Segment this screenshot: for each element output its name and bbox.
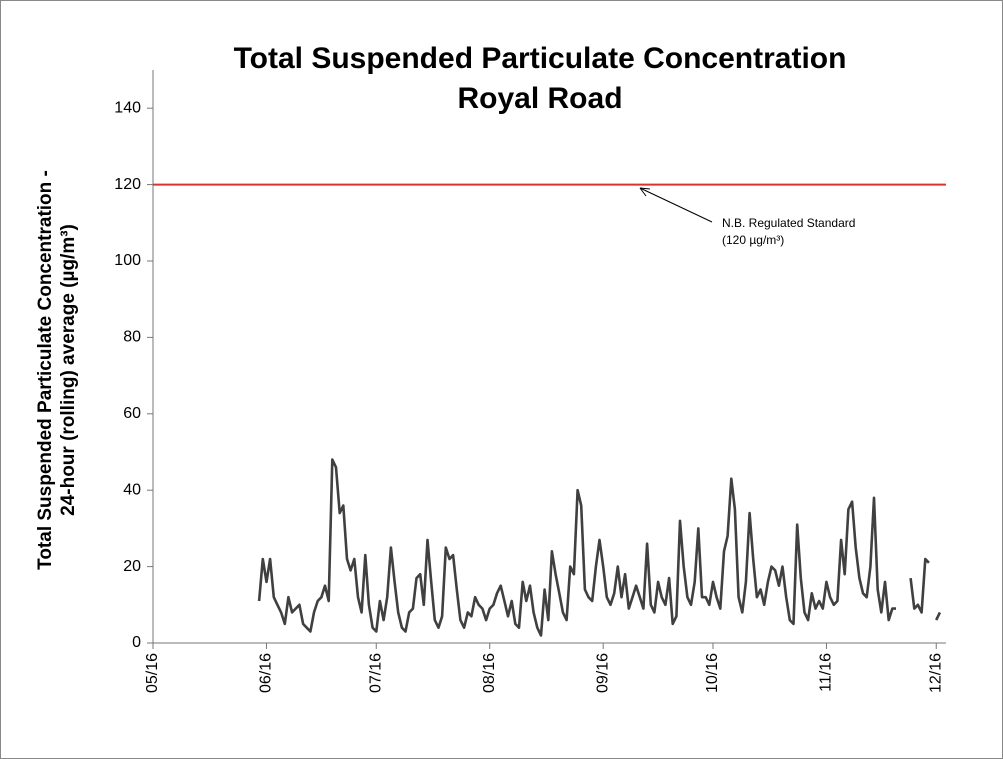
y-tick-label: 120 — [114, 176, 141, 193]
y-tick-label: 0 — [132, 634, 141, 651]
arrow-head — [639, 187, 651, 197]
y-tick-label: 20 — [123, 558, 141, 575]
chart-title: Royal Road — [457, 82, 622, 115]
y-tick-label: 40 — [123, 481, 141, 498]
y-tick-label: 100 — [114, 252, 141, 269]
y-axis-label: 24-hour (rolling) average (µg/m³) — [58, 224, 79, 516]
y-tick-label: 140 — [114, 99, 141, 116]
x-tick-label: 08/16 — [481, 653, 498, 693]
x-tick-label: 05/16 — [144, 653, 161, 693]
x-tick-label: 11/16 — [818, 653, 835, 692]
y-axis-label: Total Suspended Particulate Concentratio… — [35, 170, 56, 570]
x-tick-label: 09/16 — [594, 653, 611, 693]
x-tick-label: 12/16 — [927, 653, 944, 693]
annotation: N.B. Regulated Standard — [722, 216, 855, 230]
annotation: (120 µg/m³) — [722, 233, 784, 247]
x-tick-label: 10/16 — [704, 653, 721, 693]
chart-title: Total Suspended Particulate Concentratio… — [234, 42, 847, 75]
annotation-arrow — [639, 187, 713, 223]
y-tick-label: 80 — [123, 329, 141, 346]
x-tick-label: 07/16 — [367, 653, 384, 693]
y-tick-label: 60 — [123, 405, 141, 422]
x-tick-label: 06/16 — [258, 653, 275, 693]
data-line — [257, 458, 942, 637]
